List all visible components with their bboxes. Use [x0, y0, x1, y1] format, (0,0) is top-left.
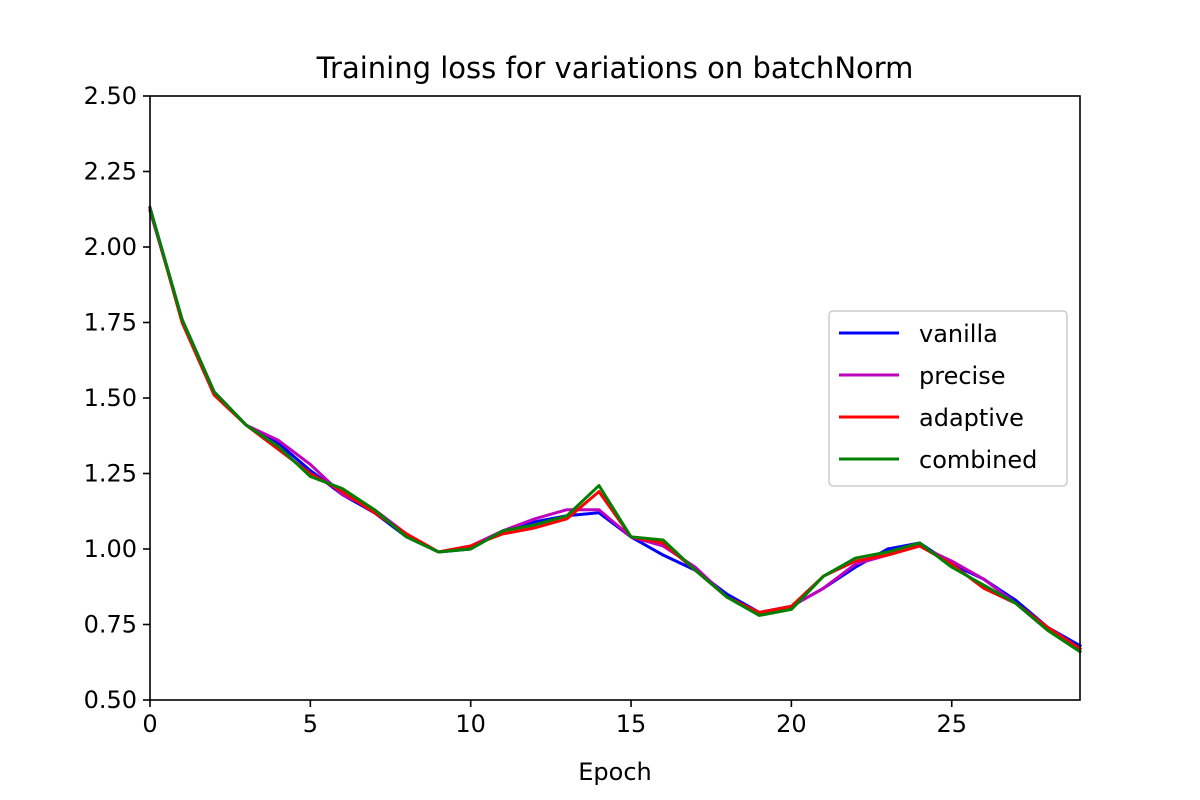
x-tick-label: 0	[142, 710, 157, 738]
x-tick-label: 10	[455, 710, 486, 738]
x-axis-label: Epoch	[578, 758, 652, 786]
y-tick-label: 1.75	[84, 309, 137, 337]
series-layer	[148, 205, 1083, 654]
x-tick-label: 15	[616, 710, 647, 738]
legend-label-precise: precise	[919, 362, 1005, 390]
chart-title: Training loss for variations on batchNor…	[316, 51, 914, 85]
y-tick-label: 2.25	[84, 158, 137, 186]
legend-label-vanilla: vanilla	[919, 320, 998, 348]
y-tick-label: 0.75	[84, 611, 137, 639]
y-tick-label: 0.50	[84, 686, 137, 714]
x-tick-label: 5	[303, 710, 318, 738]
y-tick-label: 2.00	[84, 233, 137, 261]
y-tick-label: 2.50	[84, 82, 137, 110]
y-axis: 0.50 0.75 1.00 1.25 1.50 1.75 2.00 2.25 2.50	[84, 82, 150, 714]
legend: vanilla precise adaptive combined	[828, 310, 1068, 487]
legend-label-combined: combined	[919, 446, 1037, 474]
legend-box	[828, 310, 1068, 487]
series-line-combined	[148, 205, 1083, 654]
x-tick-label: 20	[776, 710, 807, 738]
x-tick-label: 25	[936, 710, 967, 738]
y-tick-label: 1.00	[84, 535, 137, 563]
y-tick-label: 1.25	[84, 460, 137, 488]
legend-label-adaptive: adaptive	[919, 404, 1024, 432]
y-tick-label: 1.50	[84, 384, 137, 412]
x-axis: 0 5 10 15 20 25	[142, 700, 967, 738]
